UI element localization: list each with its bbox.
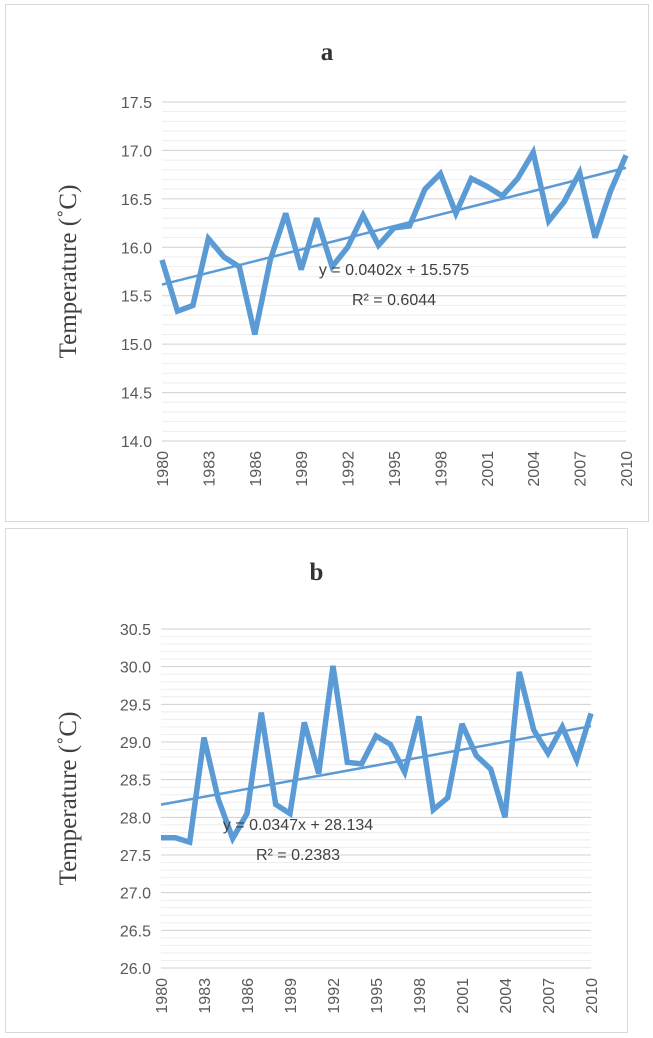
- x-tick-label: 1989: [294, 451, 311, 487]
- y-tick-label: 15.5: [121, 289, 152, 306]
- x-tick-label: 1986: [248, 451, 265, 487]
- x-tick-label: 1986: [240, 978, 257, 1014]
- chart-panel-b: b 26.0 26.5 27.0 27.5 28.0 28.5 29.0 29.5 30.0 30…: [5, 528, 628, 1033]
- chart-svg-a: 14.0 14.5 15.0 15.5 16.0 16.5 17.0 17.5 1980 1983…: [55, 95, 636, 487]
- y-tick-label: 27.5: [120, 848, 151, 865]
- y-tick-label: 28.0: [120, 810, 151, 827]
- y-tick-label: 14.0: [121, 434, 152, 451]
- y-tick-label: 26.0: [120, 961, 151, 978]
- x-tick-label: 1995: [387, 451, 404, 487]
- y-tick-label: 30.0: [120, 660, 151, 677]
- chart-panel-a: a 14.0 14.5 15.0 15.5 16.0 16.5 17.0 17.5 1980 19…: [5, 4, 649, 522]
- trend-equation: y = 0.0347x + 28.134: [223, 817, 373, 834]
- series-line: [161, 665, 594, 846]
- y-tick-label: 29.5: [120, 697, 151, 714]
- trend-equation: y = 0.0402x + 15.575: [319, 262, 469, 279]
- x-tick-label: 1989: [283, 978, 300, 1014]
- y-axis-label: Temperature (˚C): [55, 185, 82, 359]
- x-tick-label: 1992: [341, 451, 358, 487]
- x-tick-label: 2004: [526, 451, 543, 487]
- series-line: [159, 145, 629, 336]
- x-tick-label: 2010: [619, 451, 636, 487]
- y-tick-label: 16.5: [121, 192, 152, 209]
- y-tick-label: 27.0: [120, 886, 151, 903]
- chart-title-a: a: [320, 39, 334, 66]
- y-tick-label: 26.5: [120, 923, 151, 940]
- x-tick-label: 1998: [412, 978, 429, 1014]
- y-tick-label: 30.5: [120, 622, 151, 639]
- trend-r2: R² = 0.2383: [256, 847, 340, 864]
- chart-svg-b: 26.0 26.5 27.0 27.5 28.0 28.5 29.0 29.5 30.0 30.5…: [55, 622, 601, 1014]
- x-tick-label: 2001: [480, 451, 497, 487]
- x-tick-label: 1998: [433, 451, 450, 487]
- y-tick-label: 15.0: [121, 337, 152, 354]
- y-tick-label: 17.0: [121, 143, 152, 160]
- x-tick-label: 1980: [155, 451, 172, 487]
- y-axis-label: Temperature (˚C): [55, 712, 82, 886]
- y-tick-label: 29.0: [120, 735, 151, 752]
- x-tick-label: 1983: [197, 978, 214, 1014]
- y-tick-label: 28.5: [120, 773, 151, 790]
- y-tick-label: 16.0: [121, 240, 152, 257]
- x-tick-label: 1995: [369, 978, 386, 1014]
- trendline: [160, 724, 592, 806]
- trend-r2: R² = 0.6044: [352, 292, 436, 309]
- chart-title-b: b: [309, 559, 324, 586]
- x-tick-label: 2007: [541, 978, 558, 1014]
- y-tick-label: 14.5: [121, 386, 152, 403]
- x-tick-label: 2001: [455, 978, 472, 1014]
- x-tick-label: 2010: [584, 978, 601, 1014]
- y-tick-label: 17.5: [121, 95, 152, 112]
- x-tick-label: 1992: [326, 978, 343, 1014]
- x-tick-label: 2007: [573, 451, 590, 487]
- x-tick-label: 1980: [154, 978, 171, 1014]
- x-tick-label: 1983: [201, 451, 218, 487]
- x-tick-label: 2004: [498, 978, 515, 1014]
